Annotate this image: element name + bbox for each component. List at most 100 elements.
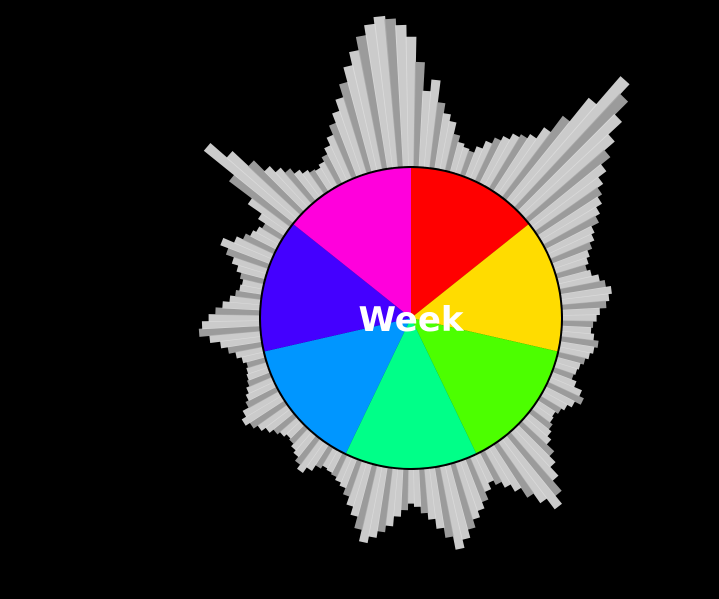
radial-bar [265, 409, 293, 433]
radial-bar [550, 241, 593, 264]
radial-bar [295, 436, 320, 466]
radial-bar [450, 463, 476, 530]
radial-bar [554, 362, 578, 375]
radial-bar [239, 272, 265, 285]
radial-bar [229, 295, 261, 305]
radial-bar [407, 470, 415, 504]
radial-bar [548, 233, 595, 259]
radial-bar [343, 65, 378, 172]
radial-bar [439, 466, 465, 550]
radial-bar [525, 413, 552, 437]
radial-bar [532, 405, 554, 423]
radial-bar [429, 468, 445, 529]
radial-bar [514, 93, 629, 211]
radial-bar [434, 467, 454, 538]
radial-bar [247, 372, 272, 387]
radial-bar [525, 149, 611, 223]
radial-bar [489, 134, 528, 191]
radial-bar [535, 400, 556, 417]
radial-bar [529, 409, 553, 430]
radial-bar [405, 36, 417, 167]
radial-bar [465, 457, 489, 503]
radial-bar [322, 448, 338, 469]
radial-bar [560, 280, 606, 295]
radial-bar [562, 307, 600, 316]
radial-bar [384, 18, 404, 167]
radial-bar [246, 367, 270, 381]
pie-slice-2 [411, 224, 561, 352]
radial-bar [231, 256, 268, 274]
radial-bar [562, 300, 607, 311]
pie-slice-3 [411, 318, 558, 454]
radial-bar [518, 113, 622, 215]
radial-bar [245, 386, 279, 409]
radial-bar [557, 351, 586, 365]
radial-bar [247, 197, 290, 231]
radial-bar [239, 284, 262, 295]
radial-bar [489, 445, 522, 492]
radial-bar [346, 461, 367, 507]
radial-bar [538, 396, 562, 414]
radial-bar [368, 467, 388, 538]
radial-bar [326, 450, 343, 473]
radial-bar [315, 445, 333, 469]
radial-bar [470, 455, 492, 493]
radial-bar [424, 79, 441, 168]
radial-bar [439, 120, 457, 170]
radial-bar [364, 23, 393, 168]
radial-bar [395, 24, 409, 167]
radial-bar [510, 429, 559, 482]
radial-bar [373, 15, 398, 168]
radial-bar [354, 464, 378, 530]
radial-bar [209, 331, 261, 343]
radial-bar [264, 166, 308, 211]
radial-bar [413, 61, 425, 167]
radial-bar [258, 213, 287, 236]
radial-bar [226, 151, 300, 219]
radial-bar [475, 137, 502, 183]
radial-bar [293, 432, 316, 458]
radial-bar [279, 417, 300, 437]
radial-bar [273, 413, 297, 435]
radial-bar [560, 341, 595, 354]
radial-bar [359, 466, 383, 544]
radial-bar [332, 110, 362, 177]
radial-bar [343, 459, 362, 497]
radial-bar [561, 331, 595, 341]
radial-bar [235, 346, 263, 359]
radial-bar [460, 150, 475, 177]
radial-bar [561, 336, 599, 348]
radial-bar [289, 425, 308, 445]
radial-bar [465, 146, 484, 179]
radial-bar [227, 341, 262, 354]
radial-bar [355, 35, 388, 169]
radial-bar [286, 421, 304, 439]
pie-slice-7 [293, 168, 411, 318]
pie-center-label: Week [358, 300, 464, 340]
radial-bar [455, 146, 470, 175]
radial-bar [208, 314, 259, 322]
radial-bar [318, 161, 338, 188]
radial-bar [246, 362, 268, 375]
radial-bar [424, 468, 436, 520]
radial-bar [552, 250, 590, 269]
radial-bar [245, 382, 276, 401]
radial-bar [510, 76, 630, 207]
radial-bar [326, 134, 352, 181]
radial-bar [548, 377, 582, 397]
radial-bar [309, 169, 329, 194]
radial-bar [418, 469, 429, 514]
radial-bar [518, 421, 555, 457]
radial-bar [349, 50, 383, 170]
radial-bar [329, 122, 357, 179]
radial-bar [444, 464, 471, 540]
radial-bar [324, 145, 347, 183]
radial-bar [241, 351, 265, 364]
radial-bar [522, 133, 615, 219]
radial-bar [538, 196, 602, 240]
radial-bar [339, 81, 372, 173]
radial-bar [541, 391, 568, 411]
radial-bar [229, 174, 293, 227]
radial-bar [413, 469, 422, 507]
radial-bar [255, 226, 281, 245]
